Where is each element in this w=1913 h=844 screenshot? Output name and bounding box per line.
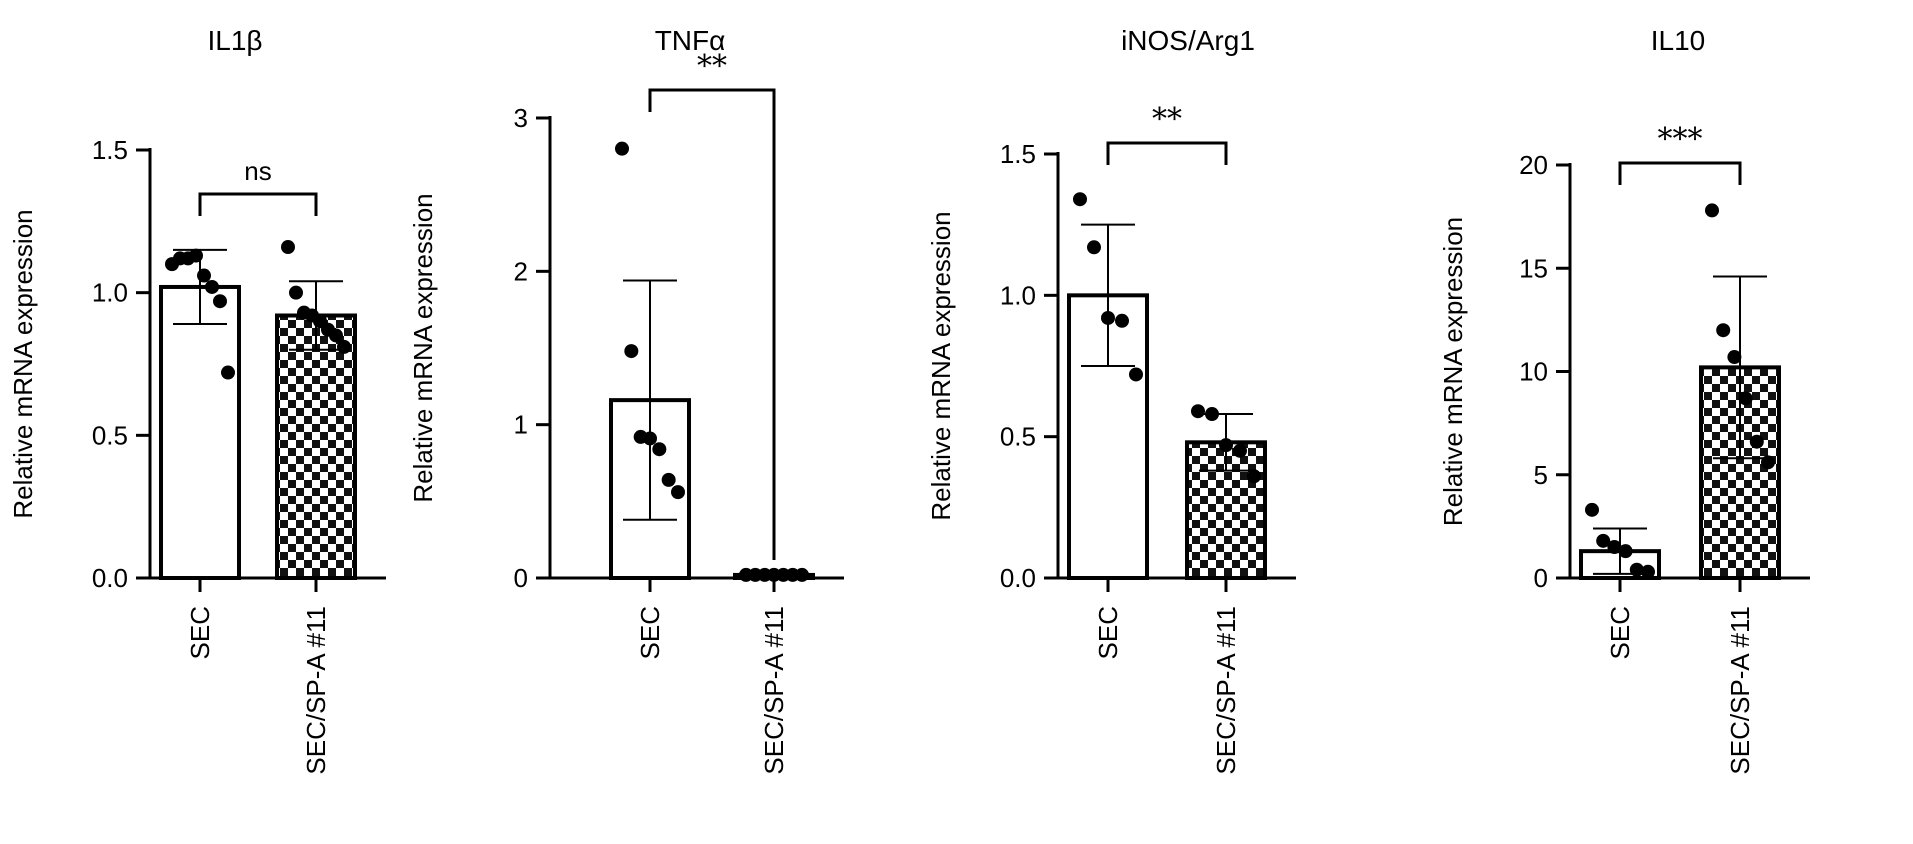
y-tick-label: 2 xyxy=(514,256,528,286)
data-point xyxy=(1129,367,1143,382)
data-point xyxy=(1219,438,1233,453)
data-point xyxy=(615,141,629,156)
data-point xyxy=(329,328,343,343)
data-point xyxy=(1716,323,1731,338)
data-point xyxy=(1641,564,1655,579)
x-category-label: SEC xyxy=(1605,606,1635,659)
x-category-label: SEC/SP-A #11 xyxy=(1725,606,1755,775)
y-tick-label: 0.0 xyxy=(1000,563,1036,593)
x-category-label: SEC/SP-A #11 xyxy=(301,606,331,775)
data-point xyxy=(661,472,676,487)
chart-panel-1: IL1β Relative mRNA expression 0.0 0.5 1.0 1.5… xyxy=(8,25,386,775)
data-point xyxy=(1115,313,1129,328)
panel-title: TNFα xyxy=(655,25,726,56)
data-point xyxy=(281,240,295,255)
data-point xyxy=(624,344,639,359)
data-point xyxy=(1247,469,1261,484)
data-point xyxy=(1205,407,1219,422)
significance-bracket xyxy=(198,192,318,216)
chart-panel-2: TNFα Relative mRNA expression 0 1 2 3 SEC SEC/S… xyxy=(408,25,844,775)
y-tick-label: 0 xyxy=(514,563,528,593)
data-point xyxy=(671,485,685,500)
data-point xyxy=(1101,310,1115,325)
data-point xyxy=(1705,203,1719,218)
significance-bracket xyxy=(1618,161,1742,185)
y-tick-label: 1.5 xyxy=(92,135,128,165)
data-point xyxy=(1585,502,1599,517)
data-point xyxy=(1596,533,1611,548)
data-point xyxy=(197,268,211,283)
x-category-label: SEC xyxy=(635,606,665,659)
data-point xyxy=(1607,540,1622,555)
data-point xyxy=(1761,455,1775,470)
data-point xyxy=(643,431,657,446)
x-category-label: SEC/SP-A #11 xyxy=(759,606,789,775)
data-point xyxy=(1233,443,1247,458)
data-point xyxy=(1087,240,1101,255)
y-axis-label: Relative mRNA expression xyxy=(8,209,38,518)
significance-label: *** xyxy=(1658,122,1703,157)
data-point xyxy=(1749,434,1764,449)
significance-bracket xyxy=(648,88,776,560)
y-axis-label: Relative mRNA expression xyxy=(408,193,438,502)
data-point xyxy=(1629,562,1644,577)
y-tick-label: 1.0 xyxy=(1000,280,1036,310)
data-point xyxy=(1618,544,1633,559)
y-tick-label: 0.5 xyxy=(1000,422,1036,452)
data-point xyxy=(337,339,351,354)
data-point xyxy=(221,365,235,380)
chart-panel-3: iNOS/Arg1 Relative mRNA expression 0.0 0.5 1… xyxy=(926,25,1296,775)
data-point xyxy=(205,279,219,294)
significance-label: ns xyxy=(244,156,271,186)
x-category-label: SEC xyxy=(1093,606,1123,659)
panel-title: IL10 xyxy=(1651,25,1706,56)
data-point xyxy=(213,294,227,309)
chart-panels: IL1β Relative mRNA expression 0.0 0.5 1.0 1.5… xyxy=(8,25,1810,775)
bar-sec-spa xyxy=(275,313,357,580)
chart-panel-4: IL10 Relative mRNA expression 0 5 10 15 20 SEC S… xyxy=(1438,25,1810,775)
y-tick-label: 0.0 xyxy=(92,563,128,593)
data-point xyxy=(1738,391,1753,406)
y-tick-label: 5 xyxy=(1534,460,1548,490)
data-point xyxy=(1727,350,1742,365)
y-tick-label: 0 xyxy=(1534,563,1548,593)
data-point xyxy=(652,442,667,457)
data-point xyxy=(189,248,203,263)
significance-label: ** xyxy=(697,49,727,84)
y-tick-label: 1.0 xyxy=(92,278,128,308)
y-tick-label: 15 xyxy=(1519,253,1548,283)
x-category-label: SEC xyxy=(185,606,215,659)
y-tick-label: 0.5 xyxy=(92,420,128,450)
significance-bracket xyxy=(1106,141,1228,165)
bar-sec xyxy=(159,284,241,580)
x-category-label: SEC/SP-A #11 xyxy=(1211,606,1241,775)
panel-title: iNOS/Arg1 xyxy=(1121,25,1255,56)
data-point xyxy=(795,567,809,582)
panel-title: IL1β xyxy=(207,25,262,56)
y-tick-label: 10 xyxy=(1519,357,1548,387)
y-axis-label: Relative mRNA expression xyxy=(926,211,956,520)
data-point xyxy=(1073,192,1087,207)
y-tick-label: 1.5 xyxy=(1000,139,1036,169)
data-point xyxy=(289,285,303,300)
y-tick-label: 3 xyxy=(514,103,528,133)
significance-label: ** xyxy=(1152,102,1182,137)
y-axis-label: Relative mRNA expression xyxy=(1438,217,1468,526)
data-point xyxy=(1191,404,1205,419)
y-tick-label: 1 xyxy=(514,410,528,440)
y-tick-label: 20 xyxy=(1519,150,1548,180)
